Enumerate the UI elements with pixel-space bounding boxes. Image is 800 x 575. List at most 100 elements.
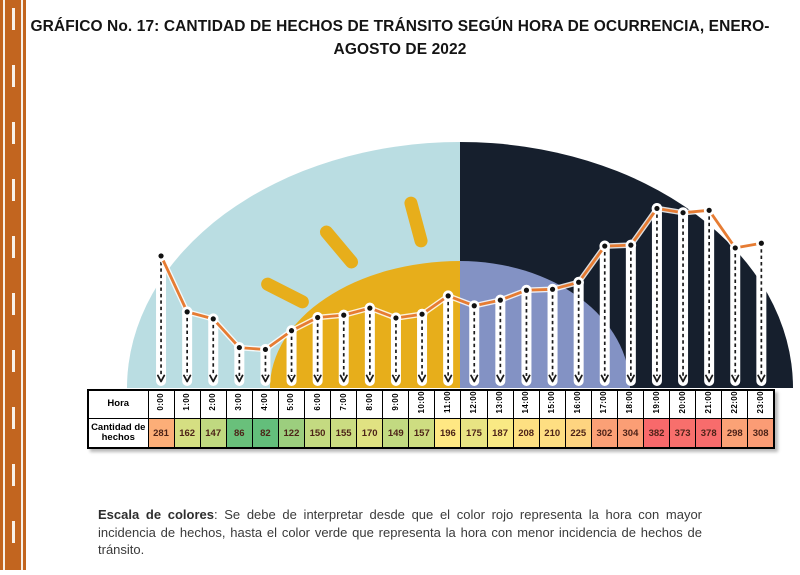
hour-label: 22:00 (729, 391, 739, 414)
data-point (286, 325, 297, 336)
hour-label: 7:00 (338, 393, 348, 412)
table-row-values: Cantidad de hechos 281 162 147 86 82 122 150 15… (87, 418, 775, 449)
data-point (312, 312, 323, 323)
hour-cell: 23:00 (747, 389, 775, 420)
data-point-arrow (495, 294, 506, 386)
data-point-arrow (364, 302, 375, 386)
value-cell: 170 (356, 418, 384, 449)
data-point-arrow (260, 343, 271, 386)
data-point-arrow (756, 237, 767, 386)
hour-cell: 10:00 (408, 389, 436, 420)
value-cell: 302 (590, 418, 618, 449)
data-point-arrow (547, 283, 558, 386)
value-cell: 155 (330, 418, 358, 449)
hour-label: 17:00 (599, 391, 609, 414)
hour-cell: 15:00 (538, 389, 566, 420)
hour-label: 14:00 (521, 391, 531, 414)
value-cell: 86 (225, 418, 253, 449)
value-cell: 150 (303, 418, 332, 449)
data-point-arrow (417, 308, 428, 386)
sun-ray-icon (319, 225, 359, 269)
hour-label: 21:00 (703, 391, 713, 414)
hour-cell: 20:00 (669, 389, 697, 420)
hour-label: 13:00 (495, 391, 505, 414)
hour-cell: 8:00 (356, 389, 384, 420)
hour-cell: 19:00 (642, 389, 671, 420)
road-graphic (0, 0, 26, 570)
data-point (495, 294, 506, 306)
color-scale-caption: Escala de colores: Se debe de interpreta… (98, 506, 702, 559)
value-cell: 281 (147, 418, 175, 449)
hour-cell: 21:00 (695, 389, 723, 420)
data-point (442, 290, 454, 302)
hour-label: 18:00 (625, 391, 635, 414)
hour-cell: 16:00 (564, 389, 592, 420)
hour-label: 1:00 (182, 393, 192, 412)
data-point (234, 342, 245, 353)
cantidad-header: Cantidad de hechos (87, 418, 149, 449)
data-point-arrow (521, 284, 532, 386)
data-point-arrow (338, 309, 349, 386)
caption-text: : Se debe de interpretar desde que el co… (98, 507, 702, 557)
data-point-arrow (599, 240, 610, 386)
data-point-arrow (730, 242, 741, 386)
data-point-arrow (469, 300, 480, 386)
hour-cell: 4:00 (251, 389, 279, 420)
hour-label: 16:00 (573, 391, 583, 414)
table-row-hours: Hora 0:00 1:00 2:00 3:00 4:00 5:00 6:00 7:00 8:0… (87, 389, 775, 420)
data-point-arrow (312, 312, 323, 386)
hour-cell: 18:00 (616, 389, 644, 420)
value-cell: 378 (695, 418, 723, 449)
data-point-arrow (443, 290, 454, 386)
hour-cell: 6:00 (303, 389, 332, 420)
data-point (625, 239, 637, 251)
value-cell: 157 (408, 418, 436, 449)
data-point (468, 300, 480, 312)
data-point-arrow (573, 276, 584, 386)
hour-label: 0:00 (156, 393, 166, 412)
hour-label: 10:00 (416, 391, 426, 414)
data-point-arrow (182, 306, 193, 386)
value-cell: 210 (538, 418, 566, 449)
hour-label: 5:00 (286, 393, 296, 412)
value-cell: 187 (486, 418, 514, 449)
data-point (390, 312, 402, 324)
hour-label: 19:00 (651, 391, 661, 414)
hour-cell: 0:00 (147, 389, 175, 420)
hour-label: 8:00 (364, 393, 374, 412)
value-cell: 122 (277, 418, 305, 449)
hour-cell: 13:00 (486, 389, 514, 420)
data-point (416, 308, 428, 320)
value-cell: 298 (721, 418, 749, 449)
data-point-arrow (704, 204, 715, 386)
data-point (364, 302, 376, 314)
hour-label: 11:00 (442, 391, 452, 414)
value-cell: 208 (512, 418, 540, 449)
data-table: Hora 0:00 1:00 2:00 3:00 4:00 5:00 6:00 7:00 8:0… (87, 389, 775, 450)
hour-cell: 7:00 (330, 389, 358, 420)
data-point-arrow (234, 342, 245, 386)
data-point (703, 205, 715, 216)
data-point (181, 306, 193, 318)
data-point (677, 207, 689, 218)
hour-cell: 1:00 (173, 389, 201, 420)
hour-label: 2:00 (208, 393, 218, 412)
data-point (521, 284, 532, 296)
value-cell: 373 (669, 418, 697, 449)
data-point (651, 203, 663, 214)
value-cell: 196 (434, 418, 462, 449)
value-cell: 147 (199, 418, 227, 449)
hour-cell: 9:00 (382, 389, 410, 420)
hour-label: 12:00 (468, 391, 478, 414)
data-point (207, 313, 219, 325)
value-cell: 149 (382, 418, 410, 449)
data-point (155, 250, 167, 262)
hour-label: 23:00 (755, 391, 765, 414)
hour-cell: 5:00 (277, 389, 305, 420)
hora-header: Hora (87, 389, 149, 420)
hour-label: 4:00 (260, 393, 270, 412)
value-cell: 82 (251, 418, 279, 449)
value-cell: 308 (747, 418, 775, 449)
data-point (729, 242, 741, 254)
page-title: GRÁFICO No. 17: CANTIDAD DE HECHOS DE TR… (30, 18, 770, 58)
